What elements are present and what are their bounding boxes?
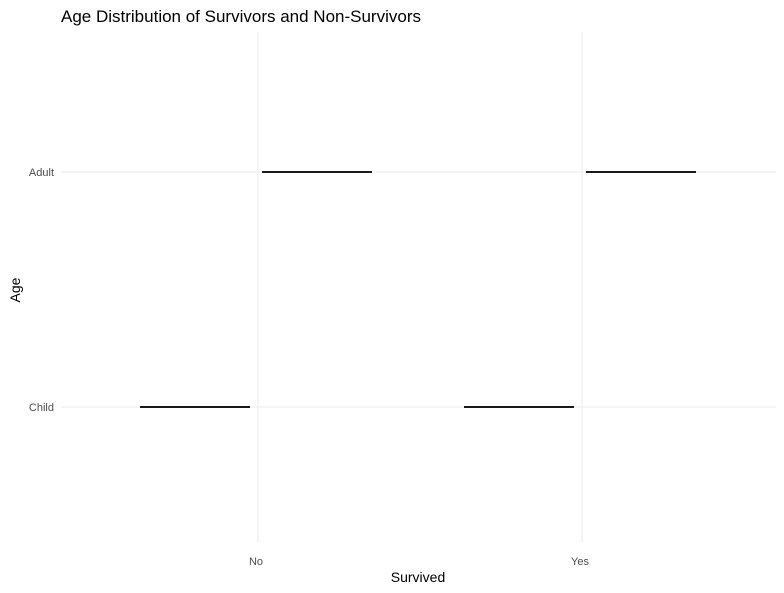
x-tick-label-yes: Yes [571,556,589,568]
x-tick-label-no: No [249,556,263,568]
data-marks [140,171,696,408]
x-axis-label: Survived [391,569,445,585]
chart-title: Age Distribution of Survivors and Non-Su… [61,7,421,26]
tick-labels: No Yes Child Adult [29,167,590,568]
y-tick-label-adult: Adult [29,167,54,179]
grid [61,32,776,543]
y-axis-label: Age [7,277,23,302]
y-tick-label-child: Child [29,402,54,414]
